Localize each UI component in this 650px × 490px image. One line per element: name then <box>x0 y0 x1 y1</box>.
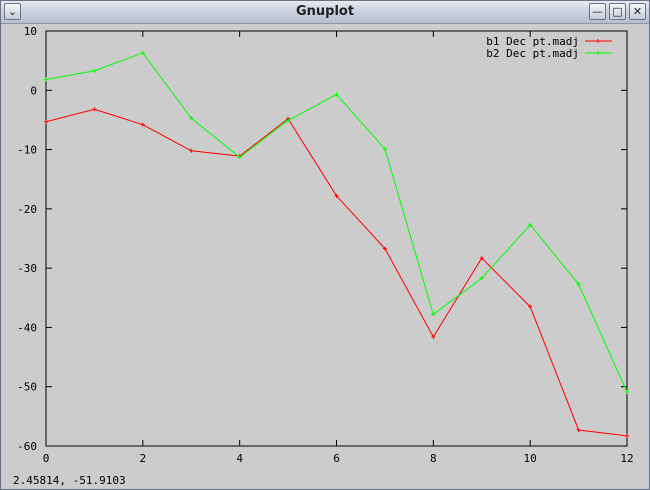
data-point <box>528 222 533 227</box>
data-point <box>625 433 629 438</box>
data-point <box>382 246 387 251</box>
data-point <box>625 390 629 395</box>
x-tick-label: 0 <box>43 452 50 464</box>
x-tick-label: 6 <box>333 452 340 464</box>
maximize-icon[interactable]: □ <box>609 3 626 20</box>
data-point <box>92 68 97 73</box>
x-tick-label: 12 <box>620 452 633 464</box>
plot-area[interactable]: 10 0 -10 -20 -30 -40 -50 -60 0 2 4 6 8 10 12 b1 Dec pt.… <box>1 24 649 465</box>
minimize-icon[interactable]: — <box>589 3 606 20</box>
y-tick-label: -60 <box>17 440 37 453</box>
data-point <box>431 334 436 339</box>
line-chart: 10 0 -10 -20 -30 -40 -50 -60 0 2 4 6 8 10 12 b1 Dec pt.… <box>17 25 634 465</box>
data-point <box>44 119 48 124</box>
legend-marker-2 <box>596 51 600 55</box>
x-tick-label: 4 <box>236 452 243 464</box>
data-point <box>528 304 533 309</box>
data-point <box>479 276 484 281</box>
data-point <box>334 92 339 97</box>
y-tick-label: 0 <box>30 84 37 97</box>
data-point <box>334 193 339 198</box>
data-point <box>479 256 484 261</box>
data-point <box>286 118 291 123</box>
y-tick-label: -20 <box>17 203 37 216</box>
title-bar[interactable]: ⌄ Gnuplot — □ ✕ <box>1 1 649 24</box>
data-point <box>576 427 581 432</box>
chevron-down-icon[interactable]: ⌄ <box>4 3 21 20</box>
y-tick-label: -40 <box>17 321 37 334</box>
legend-label-2: b2 Dec pt.madj <box>486 47 579 60</box>
window-title: Gnuplot <box>295 4 355 19</box>
data-point <box>140 50 145 55</box>
mouse-coordinates-readout: 2.45814, -51.9103 <box>13 474 126 487</box>
data-point <box>189 116 194 121</box>
x-tick-label: 2 <box>140 452 147 464</box>
data-point <box>382 146 387 151</box>
x-tick-label: 8 <box>430 452 437 464</box>
data-point <box>140 122 145 127</box>
legend-label-1: b1 Dec pt.madj <box>486 35 579 48</box>
legend-marker-1 <box>596 39 600 43</box>
y-tick-label: -10 <box>17 144 37 157</box>
y-tick-label: -50 <box>17 381 37 394</box>
y-tick-label: 10 <box>24 25 37 38</box>
data-point <box>92 107 97 112</box>
data-point <box>431 312 436 317</box>
y-tick-label: -30 <box>17 262 37 275</box>
series-line-1 <box>45 108 628 437</box>
data-point <box>44 77 48 82</box>
data-point <box>576 282 581 287</box>
x-tick-label: 10 <box>524 452 537 464</box>
series-line-2 <box>45 52 628 393</box>
data-point <box>189 148 194 153</box>
data-point <box>237 155 242 160</box>
close-icon[interactable]: ✕ <box>629 3 646 20</box>
